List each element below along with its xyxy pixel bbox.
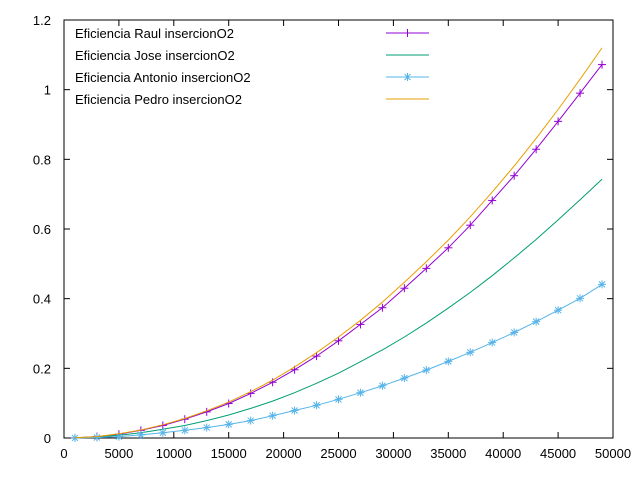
data-point: [268, 411, 277, 420]
series-4: [74, 47, 603, 439]
x-axis: 0 5000 10000 15000 20000 25000 30000 35000 40000…: [60, 20, 631, 461]
legend-marker: [403, 73, 412, 81]
legend-label: Eficiencia Raul insercionO2: [75, 26, 234, 41]
x-tick-label: 5000: [104, 446, 133, 461]
data-point: [554, 306, 563, 315]
legend-item: Eficiencia Pedro insercionO2: [75, 92, 429, 107]
x-tick-label: 20000: [266, 446, 302, 461]
data-point: [246, 416, 255, 425]
data-point: [312, 352, 321, 361]
data-point: [202, 423, 211, 432]
data-point: [532, 145, 541, 154]
data-point: [510, 328, 519, 337]
legend-marker: [403, 29, 412, 37]
data-point: [598, 60, 607, 69]
series-line: [74, 47, 603, 439]
y-tick-label: 1.2: [33, 13, 51, 28]
data-point: [268, 378, 277, 387]
data-point: [400, 374, 409, 383]
data-point: [92, 433, 101, 442]
data-point: [532, 317, 541, 326]
data-point: [224, 420, 233, 429]
series-layer: [70, 47, 607, 442]
x-tick-label: 35000: [430, 446, 466, 461]
x-tick-label: 10000: [156, 446, 192, 461]
data-point: [356, 320, 365, 329]
data-point: [180, 426, 189, 435]
data-point: [598, 280, 607, 289]
y-tick-label: 1: [44, 83, 51, 98]
legend-item: Eficiencia Jose insercionO2: [75, 48, 429, 63]
data-point: [576, 294, 585, 303]
x-tick-label: 0: [60, 446, 67, 461]
x-tick-label: 15000: [211, 446, 247, 461]
y-tick-label: 0.8: [33, 152, 51, 167]
series-line: [74, 283, 603, 439]
data-point: [290, 406, 299, 415]
data-point: [488, 196, 497, 205]
data-point: [488, 338, 497, 347]
data-point: [400, 284, 409, 293]
legend: Eficiencia Raul insercionO2 Eficiencia Jo…: [75, 26, 429, 107]
x-tick-label: 50000: [595, 446, 631, 461]
data-point: [466, 221, 475, 230]
data-point: [312, 401, 321, 410]
y-tick-label: 0.4: [33, 292, 51, 307]
y-tick-label: 0: [44, 431, 51, 446]
legend-item: Eficiencia Raul insercionO2: [75, 26, 429, 41]
data-point: [510, 171, 519, 180]
data-point: [422, 264, 431, 273]
data-point: [554, 117, 563, 126]
x-tick-label: 45000: [540, 446, 576, 461]
series-1: [70, 60, 607, 442]
y-axis: 0 0.2 0.4 0.6 0.8 1 1.2: [33, 13, 613, 446]
data-point: [334, 395, 343, 404]
data-point: [378, 303, 387, 312]
data-point: [356, 388, 365, 397]
data-point: [576, 89, 585, 98]
legend-label: Eficiencia Pedro insercionO2: [75, 92, 242, 107]
series-3: [70, 280, 607, 442]
x-tick-label: 25000: [320, 446, 356, 461]
y-tick-label: 0.6: [33, 222, 51, 237]
data-point: [444, 357, 453, 366]
data-point: [444, 243, 453, 252]
y-tick-label: 0.2: [33, 361, 51, 376]
data-point: [466, 348, 475, 357]
legend-item: Eficiencia Antonio insercionO2: [75, 70, 429, 85]
data-point: [158, 428, 167, 437]
x-tick-label: 30000: [375, 446, 411, 461]
legend-label: Eficiencia Antonio insercionO2: [75, 70, 251, 85]
legend-label: Eficiencia Jose insercionO2: [75, 48, 235, 63]
x-tick-label: 40000: [485, 446, 521, 461]
data-point: [378, 381, 387, 390]
data-point: [334, 336, 343, 345]
data-point: [136, 430, 145, 439]
data-point: [422, 366, 431, 375]
